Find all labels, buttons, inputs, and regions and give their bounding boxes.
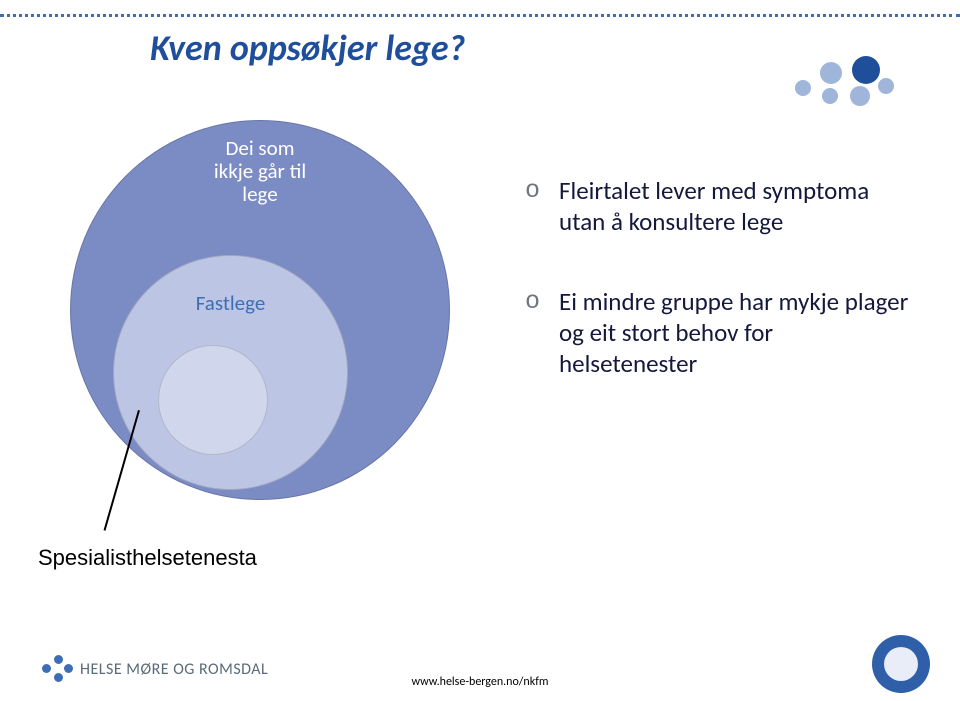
seal-icon xyxy=(872,635,930,693)
brand-name: HELSE MØRE OG ROMSDAL xyxy=(80,660,268,679)
footer-url: www.helse-bergen.no/nkfm xyxy=(412,675,549,689)
outer-label-line: ikkje går til xyxy=(71,160,449,183)
bullet-text: Ei mindre gruppe har mykje plager og eit… xyxy=(559,286,915,380)
footer: HELSE MØRE OG ROMSDAL www.helse-bergen.n… xyxy=(0,641,960,701)
outer-label-line: Dei som xyxy=(71,137,449,160)
dot-motif xyxy=(790,50,900,110)
brand-dots-icon xyxy=(42,655,70,683)
slide: Kven oppsøkjer lege? Dei som ikkje går t… xyxy=(0,0,960,701)
bullet-list: o Fleirtalet lever med symptoma utan å k… xyxy=(525,175,915,427)
motif-dot xyxy=(795,80,811,96)
outer-label-line: lege xyxy=(71,183,449,206)
concentric-diagram: Dei som ikkje går til lege Fastlege xyxy=(70,120,450,500)
motif-dot xyxy=(878,78,894,94)
motif-dot xyxy=(822,88,838,104)
bullet-marker: o xyxy=(525,286,559,380)
innermost-label: Spesialisthelsetenesta xyxy=(38,545,257,571)
inner-circle xyxy=(158,345,268,455)
motif-dot xyxy=(852,56,880,84)
page-title: Kven oppsøkjer lege? xyxy=(150,26,465,70)
motif-dot xyxy=(850,86,870,106)
brand-lockup: HELSE MØRE OG ROMSDAL xyxy=(42,655,268,683)
top-dotted-rule xyxy=(0,14,960,17)
motif-dot xyxy=(820,62,842,84)
list-item: o Fleirtalet lever med symptoma utan å k… xyxy=(525,175,915,238)
outer-circle-label: Dei som ikkje går til lege xyxy=(71,137,449,206)
middle-circle-label: Fastlege xyxy=(113,290,348,316)
bullet-marker: o xyxy=(525,175,559,238)
bullet-text: Fleirtalet lever med symptoma utan å kon… xyxy=(559,175,915,238)
list-item: o Ei mindre gruppe har mykje plager og e… xyxy=(525,286,915,380)
seal-inner-icon xyxy=(884,647,918,681)
